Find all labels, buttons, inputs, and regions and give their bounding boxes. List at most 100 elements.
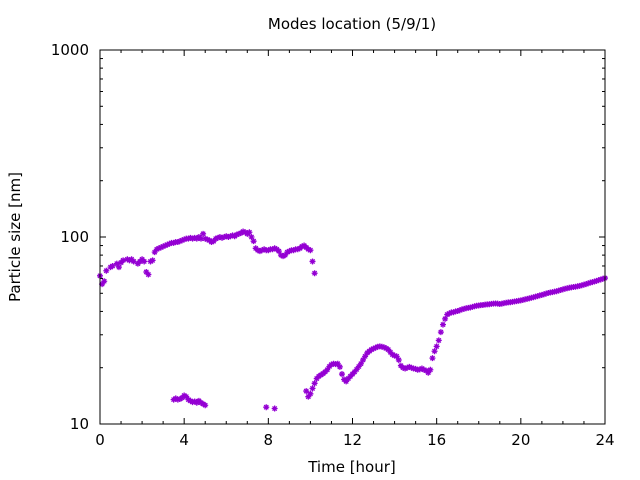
data-point xyxy=(280,253,287,260)
data-point xyxy=(597,276,604,283)
data-point xyxy=(160,243,167,250)
data-point xyxy=(225,234,232,240)
data-point xyxy=(446,310,453,317)
x-tick-label: 16 xyxy=(427,431,446,449)
data-point xyxy=(368,346,375,353)
data-point xyxy=(305,393,312,400)
data-point xyxy=(158,244,165,251)
axes: 0 4 8 12 16 20 24 10 100 1000 xyxy=(51,41,615,449)
data-point xyxy=(185,235,192,242)
data-point xyxy=(305,246,312,253)
x-tick-label: 0 xyxy=(95,431,105,449)
plot-frame xyxy=(99,49,606,425)
data-point xyxy=(311,380,318,387)
data-point xyxy=(149,257,156,264)
data-point xyxy=(227,233,234,240)
data-point xyxy=(593,277,600,284)
data-point xyxy=(360,356,367,363)
data-point xyxy=(427,366,434,373)
data-point xyxy=(210,238,217,245)
data-point xyxy=(134,260,141,267)
data-point xyxy=(229,232,236,239)
data-point xyxy=(219,234,226,241)
y-tick-label: 1000 xyxy=(51,41,89,59)
data-point xyxy=(162,242,169,249)
data-points xyxy=(97,228,608,412)
data-point xyxy=(191,234,198,241)
data-point xyxy=(391,352,398,359)
data-point xyxy=(183,393,190,400)
data-point xyxy=(269,246,276,253)
data-point xyxy=(109,262,116,269)
data-point xyxy=(141,258,148,265)
data-point xyxy=(540,291,547,298)
data-point xyxy=(313,375,320,382)
data-point xyxy=(120,257,127,264)
data-point xyxy=(435,337,442,344)
data-point xyxy=(406,363,413,370)
data-point xyxy=(393,353,400,360)
data-point xyxy=(284,249,291,256)
data-point xyxy=(351,368,358,375)
data-point xyxy=(591,278,598,285)
data-point xyxy=(126,257,133,264)
data-point xyxy=(151,249,158,256)
data-point xyxy=(456,307,463,314)
data-point xyxy=(99,281,106,288)
data-point xyxy=(336,363,343,370)
data-point xyxy=(389,351,396,358)
data-point xyxy=(271,405,278,412)
x-tick-label: 20 xyxy=(511,431,530,449)
data-point xyxy=(208,239,215,246)
data-point xyxy=(381,344,388,351)
data-point xyxy=(362,353,369,360)
data-point xyxy=(353,366,360,373)
data-point xyxy=(454,308,461,315)
data-point xyxy=(294,246,301,253)
data-point xyxy=(155,245,162,252)
data-point xyxy=(282,252,289,259)
data-point xyxy=(118,259,125,266)
data-point xyxy=(202,402,209,409)
data-point xyxy=(322,368,329,375)
data-point xyxy=(583,281,590,288)
data-point xyxy=(256,248,263,255)
data-point xyxy=(124,256,131,263)
chart-title: Modes location (5/9/1) xyxy=(268,15,436,33)
data-point xyxy=(275,248,282,255)
data-point xyxy=(143,268,150,275)
data-point xyxy=(439,321,446,328)
y-tick-label: 100 xyxy=(60,228,89,246)
data-point xyxy=(170,239,177,246)
data-point xyxy=(404,364,411,371)
data-point xyxy=(538,291,545,298)
data-point xyxy=(307,390,314,397)
data-point xyxy=(107,264,114,271)
data-point xyxy=(128,256,135,263)
data-point xyxy=(425,369,432,376)
data-point xyxy=(309,258,316,265)
data-point xyxy=(103,267,110,274)
data-point xyxy=(595,277,602,284)
data-point xyxy=(421,366,428,373)
data-point xyxy=(113,260,120,267)
data-point xyxy=(437,329,444,336)
data-point xyxy=(271,245,278,252)
data-point xyxy=(309,385,316,392)
data-point xyxy=(385,346,392,353)
data-point xyxy=(290,247,297,254)
data-point xyxy=(299,243,305,250)
data-point xyxy=(334,360,341,367)
data-point xyxy=(345,375,352,382)
data-point xyxy=(599,275,606,282)
data-point xyxy=(429,355,436,362)
data-point xyxy=(431,348,438,355)
data-point xyxy=(115,264,122,271)
data-point xyxy=(240,228,247,235)
data-point xyxy=(357,360,364,367)
data-point xyxy=(395,356,402,363)
data-point xyxy=(250,238,257,245)
data-point xyxy=(147,258,154,265)
data-point xyxy=(202,235,209,242)
